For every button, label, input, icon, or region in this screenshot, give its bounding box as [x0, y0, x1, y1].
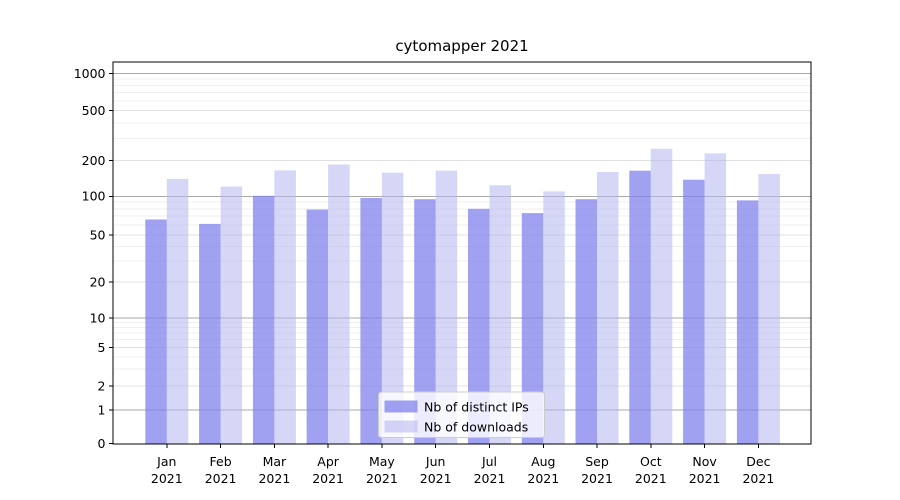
bar-distinct-ips-apr [306, 209, 329, 444]
bar-distinct-ips-nov [683, 179, 705, 444]
x-tick-label-year: 2021 [527, 471, 559, 486]
bar-distinct-ips-oct [629, 170, 651, 444]
x-tick-label-month: Dec [746, 454, 770, 469]
x-tick-label-year: 2021 [258, 471, 290, 486]
bar-downloads-mar [274, 170, 296, 444]
legend-swatch-0 [384, 400, 418, 413]
bar-distinct-ips-feb [199, 223, 221, 444]
bar-distinct-ips-aug [521, 213, 544, 444]
bar-downloads-sep [597, 172, 619, 444]
y-tick-label: 50 [90, 227, 106, 242]
plot-border [112, 61, 812, 445]
legend-label: Nb of downloads [424, 420, 528, 435]
x-tick-label-year: 2021 [689, 471, 721, 486]
x-tick-label-month: Jun [425, 454, 446, 469]
axes-group [109, 61, 812, 448]
bar-distinct-ips-mar [252, 195, 275, 444]
x-tick-label-year: 2021 [312, 471, 344, 486]
bar-distinct-ips-sep [575, 199, 597, 444]
x-tick-label-year: 2021 [205, 471, 237, 486]
legend-label: Nb of distinct IPs [424, 400, 529, 415]
x-tick-label-month: Aug [531, 454, 555, 469]
x-tick-label-month: Jan [156, 454, 176, 469]
bar-distinct-ips-may [360, 198, 382, 444]
y-tick-label: 100 [82, 189, 106, 204]
y-tick-labels-group: 0 1 2 5 10 20 50 100 200 500 1000 [74, 66, 106, 451]
x-tick-label-month: Feb [210, 454, 232, 469]
y-tick-label: 1 [98, 402, 106, 417]
bar-downloads-nov [704, 153, 727, 444]
legend-box [378, 391, 545, 438]
x-tick-label-year: 2021 [366, 471, 398, 486]
y-tick-label: 1000 [74, 66, 106, 81]
bar-downloads-jan [166, 178, 189, 444]
x-tick-label-month: May [369, 454, 395, 469]
y-tick-label: 500 [82, 103, 106, 118]
x-tick-label-month: Sep [585, 454, 609, 469]
x-tick-label-month: Nov [692, 454, 717, 469]
bar-downloads-may [381, 172, 404, 444]
x-tick-labels-group: Jan 2021 Feb 2021 Mar 2021 Apr 2021 May 2021 Jun 20… [151, 454, 774, 486]
x-tick-label-month: Oct [640, 454, 662, 469]
x-tick-label-month: Apr [317, 454, 339, 469]
legend-swatch-1 [384, 420, 418, 433]
chart-title: cytomapper 2021 [395, 37, 528, 55]
bar-distinct-ips-jul [468, 208, 490, 444]
y-tick-label: 20 [90, 274, 106, 289]
x-tick-label-year: 2021 [474, 471, 506, 486]
x-tick-label-month: Jul [481, 454, 497, 469]
bar-downloads-aug [543, 191, 565, 444]
bar-distinct-ips-jun [414, 199, 436, 444]
bar-downloads-jul [489, 185, 511, 444]
y-tick-label: 200 [82, 153, 106, 168]
y-tick-label: 0 [98, 436, 106, 451]
bar-downloads-oct [650, 148, 673, 445]
y-tick-label: 5 [98, 340, 106, 355]
bar-distinct-ips-dec [736, 200, 759, 444]
x-tick-label-year: 2021 [581, 471, 613, 486]
x-tick-label-year: 2021 [635, 471, 667, 486]
y-tick-label: 10 [90, 310, 106, 325]
x-tick-label-year: 2021 [420, 471, 452, 486]
x-tick-label-year: 2021 [151, 471, 183, 486]
bars-group [145, 148, 780, 445]
x-tick-label-year: 2021 [742, 471, 774, 486]
bar-downloads-jun [435, 170, 458, 444]
bar-downloads-feb [220, 186, 243, 444]
bar-downloads-apr [328, 164, 350, 444]
bar-downloads-dec [758, 174, 780, 444]
bar-distinct-ips-jan [145, 219, 167, 444]
x-tick-label-month: Mar [263, 454, 287, 469]
y-tick-label: 2 [98, 378, 106, 393]
legend-group: Nb of distinct IPs Nb of downloads [378, 391, 545, 438]
